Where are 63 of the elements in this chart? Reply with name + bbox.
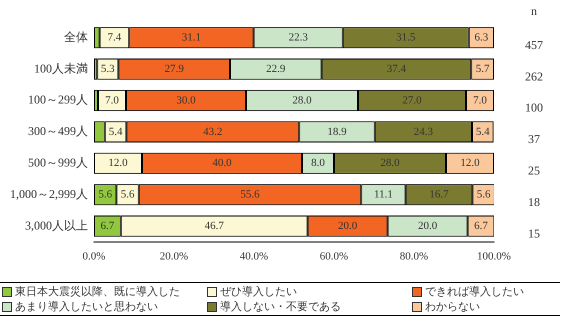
y-tick-label: 全体 <box>64 30 88 44</box>
data-label: 37.4 <box>386 62 407 75</box>
x-tick-label: 100.0% <box>477 250 511 262</box>
data-label: 27.0 <box>402 94 422 106</box>
text: 457 <box>525 38 543 52</box>
data-label: 40.0 <box>212 157 232 170</box>
legend-label: できれば導入したい <box>424 284 525 299</box>
legend-label: 導入しない・不要である <box>219 300 342 314</box>
data-label: 31.1 <box>182 32 202 44</box>
legend-label: わからない <box>424 300 481 314</box>
data-label: 16.7 <box>429 188 450 201</box>
text: 18 <box>528 194 540 209</box>
x-tick-label: 80.0% <box>400 250 428 262</box>
y-tick-label: 1,000～2,999人 <box>10 186 88 201</box>
data-label: 22.9 <box>266 62 286 75</box>
data-label: 5.7 <box>476 62 490 75</box>
legend-label: ぜひ導入したい <box>219 284 298 299</box>
y-tick-label: 500～999人 <box>28 155 88 170</box>
data-label: 28.0 <box>380 157 400 170</box>
data-label: 5.3 <box>100 62 116 75</box>
text: 15 <box>528 226 540 240</box>
data-label: 12.0 <box>460 157 480 170</box>
data-label: 7.4 <box>108 32 122 44</box>
data-label: 5.4 <box>476 126 490 138</box>
text: 37 <box>528 132 540 146</box>
x-tick-label: 40.0% <box>240 250 268 262</box>
data-label: 5.4 <box>108 126 123 138</box>
data-label: 5.6 <box>120 188 135 201</box>
data-label: 5.6 <box>476 188 491 201</box>
text: 262 <box>525 69 543 84</box>
data-label: 6.3 <box>474 32 489 44</box>
data-label: 20.0 <box>418 220 438 232</box>
data-label: 27.9 <box>164 62 184 75</box>
y-tick-label: 100～299人 <box>28 92 88 107</box>
data-label: 22.3 <box>288 32 308 44</box>
x-tick-label: 60.0% <box>320 250 348 262</box>
data-label: 7.0 <box>473 94 488 106</box>
text: 25 <box>528 163 540 178</box>
text: n <box>531 4 537 18</box>
legend-label: あまり導入したいと思わない <box>14 300 159 314</box>
data-label: 7.0 <box>105 94 120 106</box>
y-tick-label: 3,000人以上 <box>25 218 88 232</box>
y-tick-label: 300～499人 <box>28 124 88 138</box>
data-label: 55.6 <box>240 188 260 201</box>
data-label: 43.2 <box>203 126 222 138</box>
data-label: 24.3 <box>414 126 434 138</box>
x-tick-label: 20.0% <box>160 250 188 262</box>
data-label: 11.1 <box>374 188 393 201</box>
data-label: 31.5 <box>396 32 416 44</box>
data-label: 5.6 <box>98 188 113 201</box>
data-label: 8.0 <box>311 157 326 170</box>
x-tick-label: 0.0% <box>82 250 106 262</box>
data-label: 6.7 <box>474 220 488 232</box>
data-label: 30.0 <box>176 94 196 106</box>
data-label: 12.0 <box>108 157 128 170</box>
data-label: 46.7 <box>204 220 224 232</box>
data-label: 28.0 <box>292 94 312 106</box>
legend-label: 東日本大震災以降、既に導入した <box>14 284 181 299</box>
text: 100 <box>525 100 543 115</box>
data-label: 6.7 <box>100 220 115 232</box>
data-label: 18.9 <box>327 126 348 138</box>
data-label: 20.0 <box>338 220 358 232</box>
y-tick-label: 100人未満 <box>34 61 88 76</box>
